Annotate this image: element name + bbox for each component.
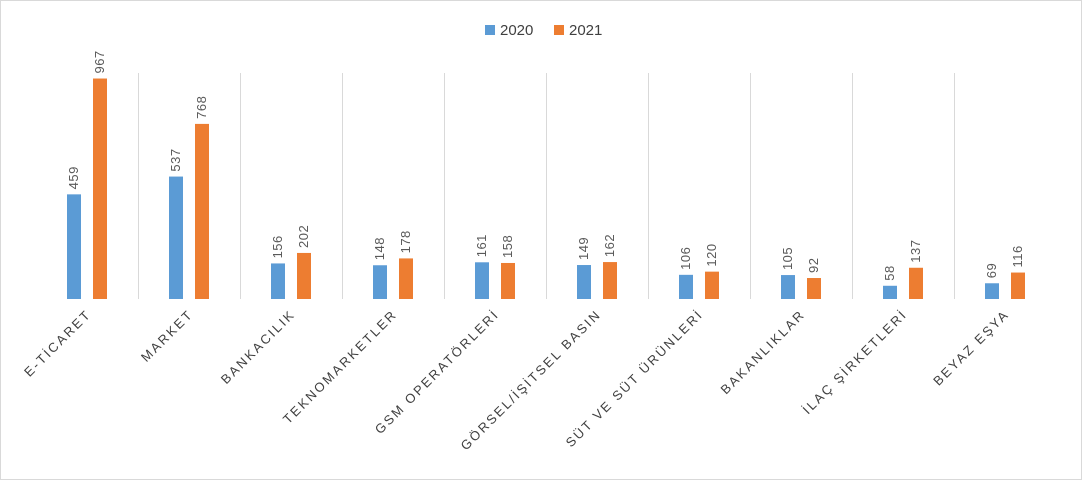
bar-2020-7 [781, 275, 795, 299]
data-label-2021-7: 92 [806, 258, 821, 273]
bar-2021-3 [399, 258, 413, 299]
bar-2020-5 [577, 265, 591, 299]
data-label-2020-4: 161 [474, 234, 489, 257]
bar-2020-9 [985, 283, 999, 299]
bar-2021-5 [603, 262, 617, 299]
legend-swatch-2021 [554, 25, 564, 35]
data-label-2021-4: 158 [500, 235, 515, 258]
category-label-9: BEYAZ EŞYA [930, 307, 1012, 389]
bar-2021-9 [1011, 272, 1025, 299]
data-labels: 459 967 537 768 156 202 148 178 161 158 149 162 106 1… [66, 50, 1025, 280]
data-label-2021-3: 178 [398, 230, 413, 253]
legend-swatch-2020 [485, 25, 495, 35]
data-label-2020-9: 69 [984, 263, 999, 278]
data-label-2020-8: 58 [882, 265, 897, 280]
data-label-2021-6: 120 [704, 243, 719, 266]
category-label-8: İLAÇ ŞİRKETLERİ [800, 307, 911, 418]
bars [67, 78, 1025, 299]
data-label-2020-5: 149 [576, 237, 591, 260]
legend-label-2020: 2020 [500, 22, 533, 39]
bar-2021-1 [195, 123, 209, 299]
bar-2021-6 [705, 271, 719, 299]
category-tick-labels: E-TİCARET MARKET BANKACILIKTEKNOMARKETLERG… [21, 307, 1012, 454]
data-label-2020-0: 459 [66, 166, 81, 189]
category-label-3: TEKNOMARKETLER [280, 307, 400, 427]
data-label-2020-1: 537 [168, 148, 183, 171]
bar-2020-2 [271, 263, 285, 299]
bar-2020-1 [169, 176, 183, 299]
bar-2020-0 [67, 194, 81, 299]
bar-2021-0 [93, 78, 107, 299]
legend: 2020 2021 [485, 22, 602, 39]
category-label-1: MARKET [138, 307, 196, 365]
bar-2021-4 [501, 262, 515, 299]
bar-2021-8 [909, 267, 923, 299]
category-label-2: BANKACILIK [218, 307, 298, 387]
bar-2021-2 [297, 252, 311, 299]
data-label-2021-8: 137 [908, 240, 923, 263]
data-label-2021-0: 967 [92, 50, 107, 73]
data-label-2020-3: 148 [372, 237, 387, 260]
legend-label-2021: 2021 [569, 22, 602, 39]
bar-2020-6 [679, 274, 693, 299]
data-label-2020-7: 105 [780, 247, 795, 270]
bar-2021-7 [807, 278, 821, 299]
data-label-2021-1: 768 [194, 96, 209, 119]
data-label-2020-2: 156 [270, 235, 285, 258]
data-label-2021-5: 162 [602, 234, 617, 257]
bar-2020-4 [475, 262, 489, 299]
bar-2020-3 [373, 265, 387, 299]
category-label-0: E-TİCARET [21, 307, 94, 380]
category-label-7: BAKANLIKLAR [718, 307, 809, 398]
category-gridlines [138, 73, 955, 299]
bar-2020-8 [883, 285, 897, 299]
data-label-2020-6: 106 [678, 247, 693, 270]
data-label-2021-9: 116 [1010, 245, 1025, 267]
data-label-2021-2: 202 [296, 225, 311, 248]
